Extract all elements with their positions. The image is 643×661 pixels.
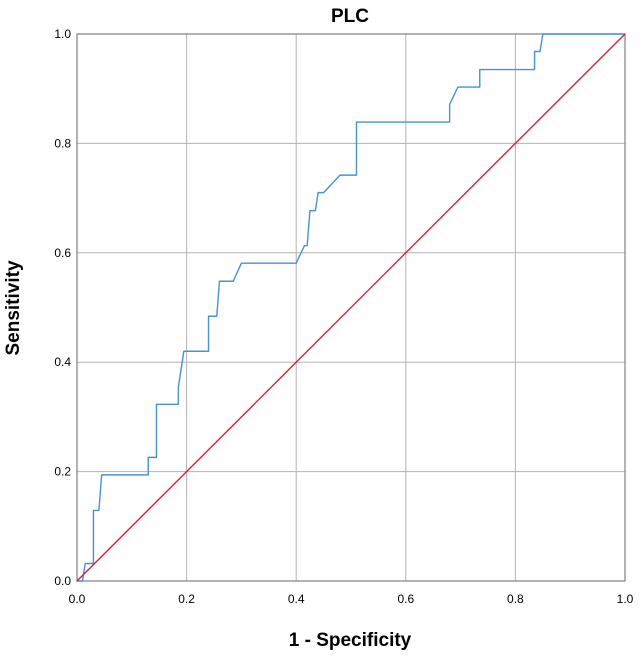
series-layer — [76, 33, 626, 582]
x-tick-label-0: 0.0 — [69, 592, 86, 606]
y-axis-ticks: 0.0 0.2 0.4 0.6 0.8 1.0 — [54, 27, 71, 588]
x-tick-label-4: 0.8 — [507, 592, 524, 606]
x-tick-label-2: 0.4 — [288, 592, 305, 606]
y-tick-label-0: 0.0 — [54, 574, 71, 588]
y-tick-label-2: 0.4 — [54, 355, 71, 369]
roc-curve-line — [77, 33, 625, 582]
y-axis-label: Sensitivity — [3, 260, 24, 355]
x-axis-label: 1 - Specificity — [289, 630, 412, 651]
x-axis-ticks: 0.0 0.2 0.4 0.6 0.8 1.0 — [69, 592, 634, 606]
y-tick-label-1: 0.2 — [54, 465, 71, 479]
reference-line — [76, 33, 626, 582]
x-tick-label-1: 0.2 — [178, 592, 195, 606]
chart-title: PLC — [331, 6, 369, 27]
grid-lines — [77, 34, 625, 581]
y-tick-label-3: 0.6 — [54, 246, 71, 260]
y-tick-label-5: 1.0 — [54, 27, 71, 41]
y-tick-label-4: 0.8 — [54, 136, 71, 150]
x-tick-label-3: 0.6 — [397, 592, 414, 606]
plot-frame — [76, 33, 626, 582]
x-tick-label-5: 1.0 — [617, 592, 634, 606]
